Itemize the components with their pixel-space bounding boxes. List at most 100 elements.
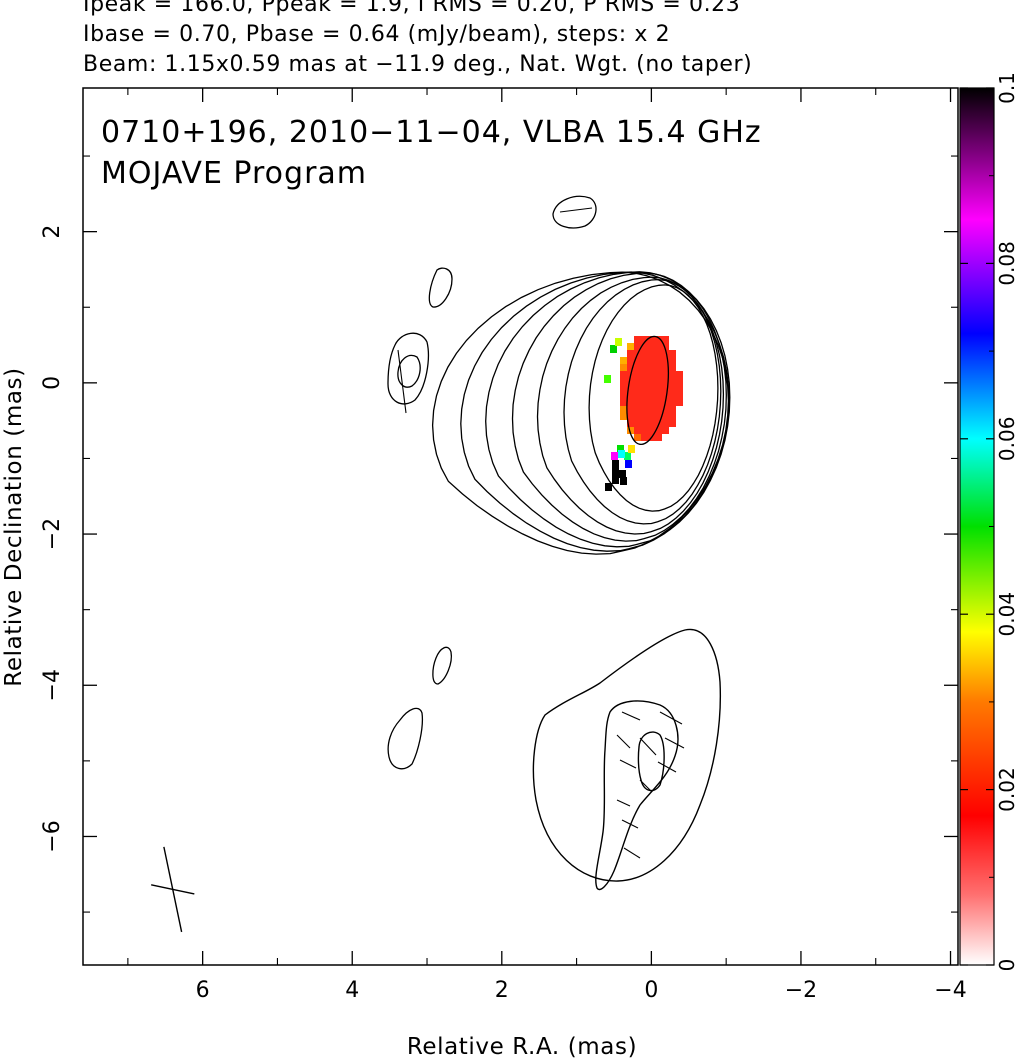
polarization-pixel [655,392,662,399]
polarization-vector [657,761,677,773]
polarization-pixel [655,350,662,357]
contour-southeast-small [432,646,452,685]
polarization-pixel [627,399,634,406]
polarization-pixel [655,427,662,434]
y-tick-label: −2 [40,518,65,550]
polarization-pixel [669,371,676,378]
polarization-pixel [648,371,655,378]
polarization-vector [664,737,685,749]
polarization-pixel [662,378,669,385]
polarization-pixel [620,371,627,378]
panel-subtitle: MOJAVE Program [101,156,367,191]
polarization-pixel [634,434,641,441]
polarization-pixel [669,357,676,364]
polarization-pixel [641,420,648,427]
polarization-pixel [662,336,669,343]
polarization-pixel [648,392,655,399]
polarization-pixel [641,371,648,378]
polarization-pixel [641,413,648,420]
colorbar-tick-label: 0.04 [995,592,1019,637]
polarization-pixel [620,378,627,385]
polarization-pixel [634,364,641,371]
polarization-pixel [627,378,634,385]
polarization-pixel [669,420,676,427]
polarization-pixel [655,378,662,385]
polarization-pixel [634,392,641,399]
polarization-pixel [620,413,627,420]
polarization-pixel [655,413,662,420]
polarization-pixel [662,364,669,371]
x-tick-label: −2 [785,978,817,1003]
polarization-pixel [634,406,641,413]
polarization-pixel [620,392,627,399]
core-contour-innermost [626,335,669,446]
polarization-pixel [634,378,641,385]
y-axis-label: Relative Declination (mas) [1,367,27,686]
polarization-pixel [648,343,655,350]
polarization-pixel [648,350,655,357]
contour-south-outer [532,628,722,882]
polarization-pixel [620,364,627,371]
polarization-pixel [648,427,655,434]
header-stats-line1: Ipeak = 166.0, Ppeak = 1.9, I RMS = 0.20… [83,0,741,17]
map-content [151,195,731,933]
polarization-edge-pixel [604,375,611,383]
polarization-pixel [634,413,641,420]
polarization-pixel [669,406,676,413]
polarization-pixel [634,357,641,364]
polarization-edge-pixel [628,445,635,453]
polarization-vector [639,779,653,793]
polarization-pixel [634,399,641,406]
polarization-edge-pixel [620,477,627,485]
polarization-pixel [648,420,655,427]
polarization-pixel [648,399,655,406]
polarization-vector [621,819,639,829]
polarization-pixel [641,350,648,357]
polarization-pixel [627,420,634,427]
polarization-pixel [676,392,683,399]
polarization-pixel [634,343,641,350]
polarization-pixel [634,371,641,378]
polarization-pixel [634,385,641,392]
polarization-edge-pixel [605,483,612,491]
polarization-pixel [641,385,648,392]
polarization-pixel [669,385,676,392]
polarization-pixel [627,413,634,420]
beam-minor-axis [151,884,195,895]
polarization-edge-pixel [612,468,619,476]
polarization-edge-pixel [619,470,626,478]
polarization-pixel [655,385,662,392]
colorbar-tick-label: 0.06 [995,417,1019,462]
polarization-pixel [620,406,627,413]
core-contour [460,271,730,552]
polarization-pixel [662,343,669,350]
polarization-vector [397,349,407,414]
colorbar [959,87,995,966]
polarization-pixel [662,350,669,357]
polarization-pixel [620,385,627,392]
x-axis-label: Relative R.A. (mas) [407,1034,637,1060]
polarization-pixel [620,399,627,406]
x-tick-label: 6 [196,978,210,1003]
polarization-pixel [655,336,662,343]
polarization-edge-pixel [612,476,619,484]
polarization-vector [559,207,593,213]
x-tick-label: −4 [934,978,966,1003]
polarization-vector [616,799,631,807]
polarization-pixel [669,392,676,399]
core-contour [431,271,730,555]
polarization-pixel [627,350,634,357]
panel-title: 0710+196, 2010−11−04, VLBA 15.4 GHz [101,115,762,150]
polarization-pixel [662,392,669,399]
polarization-pixel [634,427,641,434]
polarization-pixel [627,427,634,434]
polarization-pixel [669,364,676,371]
polarization-pixel [648,406,655,413]
contour-northeast-blob [428,267,453,308]
polarization-pixel [662,385,669,392]
y-tick-label: 0 [40,376,65,390]
polarization-pixel [641,336,648,343]
polarization-edge-pixel [615,338,622,346]
polarization-pixel [634,420,641,427]
